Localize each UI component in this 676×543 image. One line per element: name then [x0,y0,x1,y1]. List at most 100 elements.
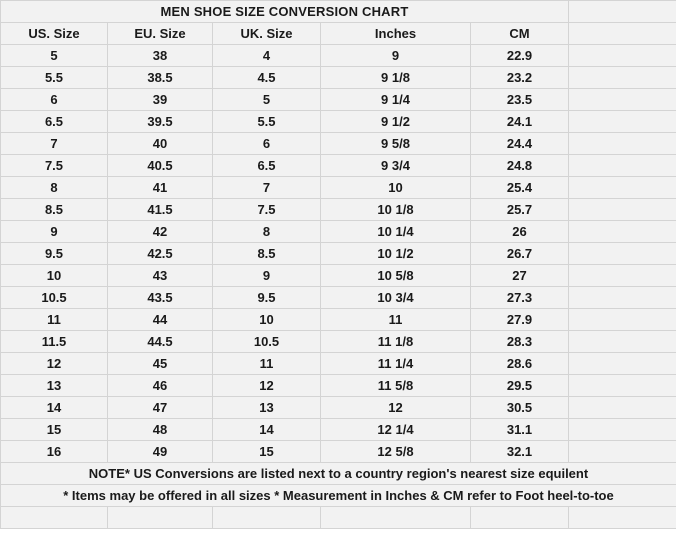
table-row: 9.5 42.5 8.5 10 1/2 26.7 [0,242,676,265]
table-data-rows: 5 38 4 9 22.9 5.5 38.5 4.5 9 1/8 23.2 6 39 5 9 1/4 23.… [0,44,676,463]
table-cell: 38 [107,44,213,67]
empty-cell [320,506,471,529]
table-cell: 24.1 [470,110,569,133]
table-cell: 7.5 [212,198,321,221]
table-cell: 9 1/8 [320,66,471,89]
table-cell: 42 [107,220,213,243]
table-cell: 4 [212,44,321,67]
table-cell: 11 [0,308,108,331]
table-cell: 6 [0,88,108,111]
table-cell: 5 [0,44,108,67]
table-cell: 44.5 [107,330,213,353]
blank-cell [568,66,676,89]
table-cell: 9.5 [0,242,108,265]
table-row: 6.5 39.5 5.5 9 1/2 24.1 [0,110,676,133]
blank-cell [568,396,676,419]
table-cell: 10 1/4 [320,220,471,243]
table-cell: 9 [0,220,108,243]
table-cell: 41 [107,176,213,199]
table-cell: 8.5 [0,198,108,221]
blank-cell [568,44,676,67]
table-cell: 7 [0,132,108,155]
blank-cell [568,22,676,45]
table-cell: 5.5 [212,110,321,133]
table-cell: 24.4 [470,132,569,155]
table-row: 15 48 14 12 1/4 31.1 [0,418,676,441]
table-row: 8 41 7 10 25.4 [0,176,676,199]
table-cell: 24.8 [470,154,569,177]
table-cell: 15 [212,440,321,463]
table-cell: 10 1/2 [320,242,471,265]
table-row: 13 46 12 11 5/8 29.5 [0,374,676,397]
blank-cell [568,418,676,441]
blank-cell [568,440,676,463]
column-header[interactable]: UK. Size [212,22,321,45]
column-header[interactable]: EU. Size [107,22,213,45]
table-cell: 23.2 [470,66,569,89]
table-cell: 11.5 [0,330,108,353]
trailing-empty-row [0,506,676,529]
table-cell: 15 [0,418,108,441]
table-cell: 10 [212,308,321,331]
table-cell: 31.1 [470,418,569,441]
table-cell: 26.7 [470,242,569,265]
table-cell: 27.3 [470,286,569,309]
table-row: 6 39 5 9 1/4 23.5 [0,88,676,111]
table-cell: 39 [107,88,213,111]
table-cell: 12 1/4 [320,418,471,441]
table-cell: 13 [0,374,108,397]
table-cell: 6 [212,132,321,155]
table-cell: 49 [107,440,213,463]
note-row-2: * Items may be offered in all sizes * Me… [0,484,676,507]
blank-cell [568,264,676,287]
note-text-secondary: * Items may be offered in all sizes * Me… [0,484,676,507]
table-cell: 12 [320,396,471,419]
table-row: 12 45 11 11 1/4 28.6 [0,352,676,375]
blank-cell [568,88,676,111]
table-cell: 9 3/4 [320,154,471,177]
table-cell: 7.5 [0,154,108,177]
table-cell: 11 1/4 [320,352,471,375]
table-cell: 28.3 [470,330,569,353]
table-cell: 25.4 [470,176,569,199]
table-row: 16 49 15 12 5/8 32.1 [0,440,676,463]
note-row-1: NOTE* US Conversions are listed next to … [0,462,676,485]
table-cell: 41.5 [107,198,213,221]
table-cell: 39.5 [107,110,213,133]
table-cell: 14 [0,396,108,419]
empty-cell [107,506,213,529]
page-title: MEN SHOE SIZE CONVERSION CHART [0,0,569,23]
table-row: 9 42 8 10 1/4 26 [0,220,676,243]
table-cell: 23.5 [470,88,569,111]
table-cell: 9 [212,264,321,287]
note-text-primary: NOTE* US Conversions are listed next to … [0,462,676,485]
table-cell: 40 [107,132,213,155]
table-cell: 22.9 [470,44,569,67]
table-cell: 12 [0,352,108,375]
table-cell: 44 [107,308,213,331]
table-cell: 10 [0,264,108,287]
table-cell: 5.5 [0,66,108,89]
column-header[interactable]: CM [470,22,569,45]
table-row: 10.5 43.5 9.5 10 3/4 27.3 [0,286,676,309]
blank-cell [568,330,676,353]
table-cell: 6.5 [212,154,321,177]
table-cell: 10 1/8 [320,198,471,221]
column-header[interactable]: US. Size [0,22,108,45]
table-row: 7.5 40.5 6.5 9 3/4 24.8 [0,154,676,177]
table-header-row: US. Size EU. Size UK. Size Inches CM [0,22,676,45]
table-cell: 27 [470,264,569,287]
table-cell: 40.5 [107,154,213,177]
title-row: MEN SHOE SIZE CONVERSION CHART [0,0,676,23]
blank-cell [568,308,676,331]
blank-cell [568,198,676,221]
table-cell: 11 1/8 [320,330,471,353]
blank-cell [568,374,676,397]
table-cell: 11 [320,308,471,331]
table-row: 14 47 13 12 30.5 [0,396,676,419]
conversion-table: MEN SHOE SIZE CONVERSION CHART US. Size E… [0,0,676,529]
column-header[interactable]: Inches [320,22,471,45]
table-cell: 10.5 [0,286,108,309]
table-cell: 7 [212,176,321,199]
